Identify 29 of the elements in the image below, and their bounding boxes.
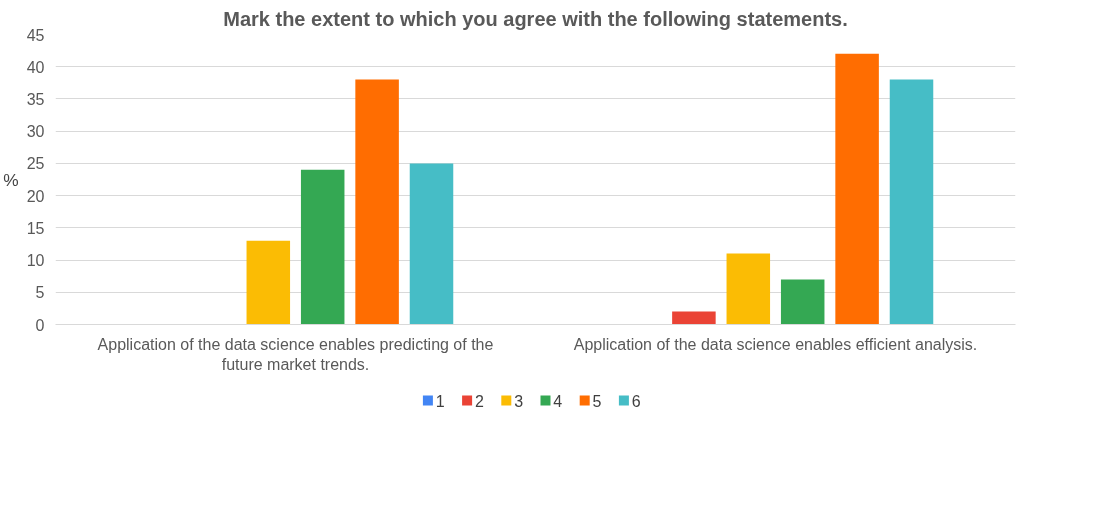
y-tick-label: 40 (26, 58, 45, 76)
legend-label: 5 (592, 392, 602, 410)
bar (780, 279, 825, 325)
bar (726, 253, 771, 325)
y-tick-label: 0 (35, 316, 45, 334)
bar (246, 240, 291, 325)
bar (300, 169, 345, 325)
bar (889, 79, 934, 325)
y-tick-label: 5 (35, 284, 45, 302)
y-tick-label: 15 (26, 219, 45, 237)
y-tick-label: 25 (26, 155, 45, 173)
bar (672, 311, 716, 325)
bar (409, 163, 454, 325)
y-axis-title: % (3, 169, 19, 190)
chart-title: Mark the extent to which you agree with the following statements. (223, 7, 848, 30)
y-tick-label: 20 (26, 187, 45, 205)
bar (355, 79, 399, 325)
y-tick-label: 35 (26, 90, 45, 108)
legend-label: 1 (435, 392, 445, 410)
y-tick-label: 45 (26, 26, 45, 44)
x-tick-label: Application of the data science enables predicting of the future market trends. (97, 335, 494, 373)
legend-label: 6 (631, 392, 641, 410)
x-tick-label: Application of the data science enables efficient analysis. (573, 335, 978, 353)
legend-label: 4 (553, 392, 563, 410)
bar (835, 53, 879, 325)
legend-label: 2 (474, 392, 484, 410)
y-tick-label: 10 (26, 252, 45, 270)
y-tick-label: 30 (26, 123, 45, 141)
legend-label: 3 (514, 392, 524, 410)
